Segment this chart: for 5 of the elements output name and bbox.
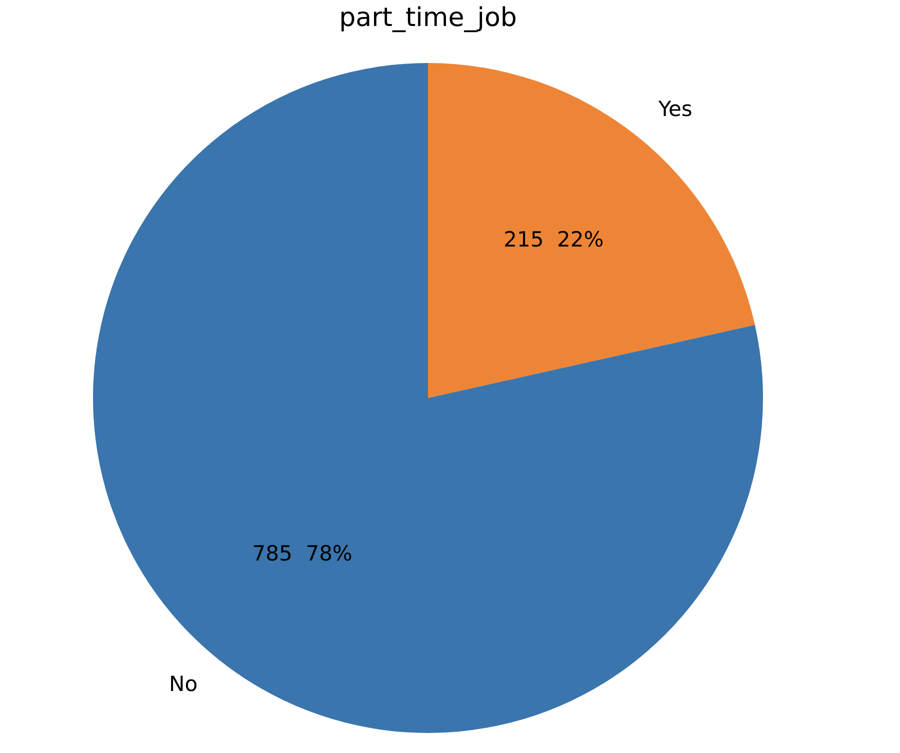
slice-label: No <box>169 672 198 696</box>
data-label: 785 78% <box>252 541 352 566</box>
chart-title: part_time_job <box>339 3 517 33</box>
data-label: 215 22% <box>504 228 604 252</box>
slice-label: Yes <box>657 96 692 121</box>
